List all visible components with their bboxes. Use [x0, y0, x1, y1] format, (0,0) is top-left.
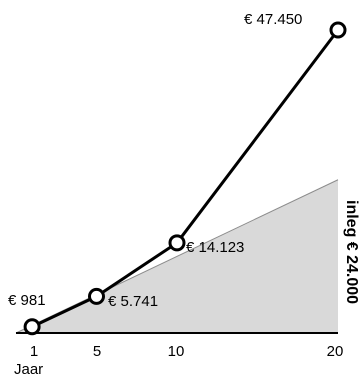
- data-point-jaar-10: [168, 234, 186, 252]
- data-point-jaar-1: [23, 318, 41, 336]
- x-tick-10: 10: [168, 343, 185, 360]
- data-label-jaar-20: € 47.450: [244, 11, 302, 28]
- series-group: [23, 21, 347, 336]
- data-point-jaar-5: [88, 287, 105, 305]
- inleg-label: inleg € 24.000: [343, 200, 360, 304]
- data-label-jaar-1: € 981: [8, 292, 46, 309]
- series-line: [31, 29, 340, 329]
- x-tick-20: 20: [327, 343, 344, 360]
- x-tick-5: 5: [93, 343, 101, 360]
- x-axis-label: Jaar: [14, 361, 43, 378]
- data-labels: € 981 € 5.741 € 14.123 € 47.450: [8, 11, 302, 310]
- x-tick-1: 1: [30, 343, 38, 360]
- data-label-jaar-5: € 5.741: [108, 293, 158, 310]
- data-label-jaar-10: € 14.123: [186, 239, 244, 256]
- x-tick-labels: 1 5 10 20: [30, 343, 344, 360]
- data-point-jaar-20: [329, 21, 347, 39]
